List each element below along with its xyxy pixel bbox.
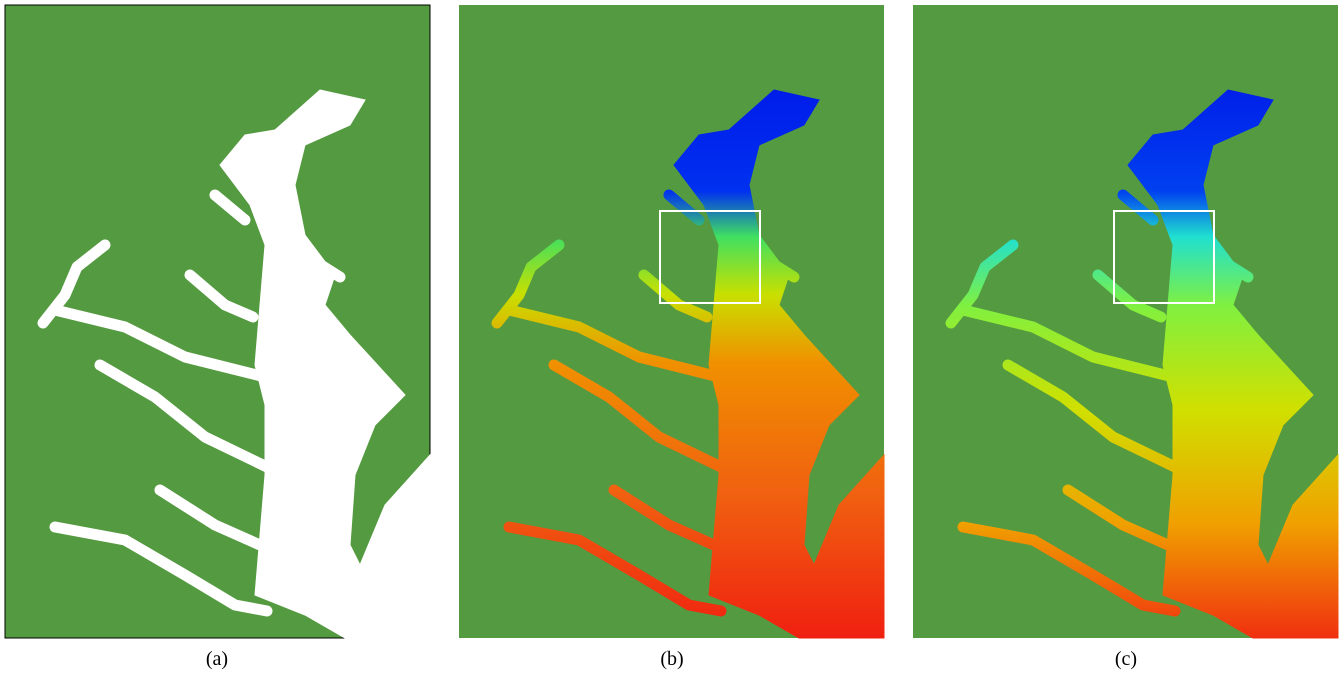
figure: (a) (b) (c) (() => { const data = JSON.p…: [0, 0, 1339, 681]
panel-b: [459, 5, 884, 638]
caption: (a): [157, 648, 277, 671]
caption: (c): [1066, 648, 1186, 671]
figure-panels: [0, 0, 1339, 681]
panel-a: [5, 5, 430, 638]
land: [459, 5, 884, 638]
caption: (b): [612, 648, 732, 671]
land: [913, 5, 1338, 638]
land: [5, 5, 430, 638]
panel-c: [913, 5, 1338, 638]
